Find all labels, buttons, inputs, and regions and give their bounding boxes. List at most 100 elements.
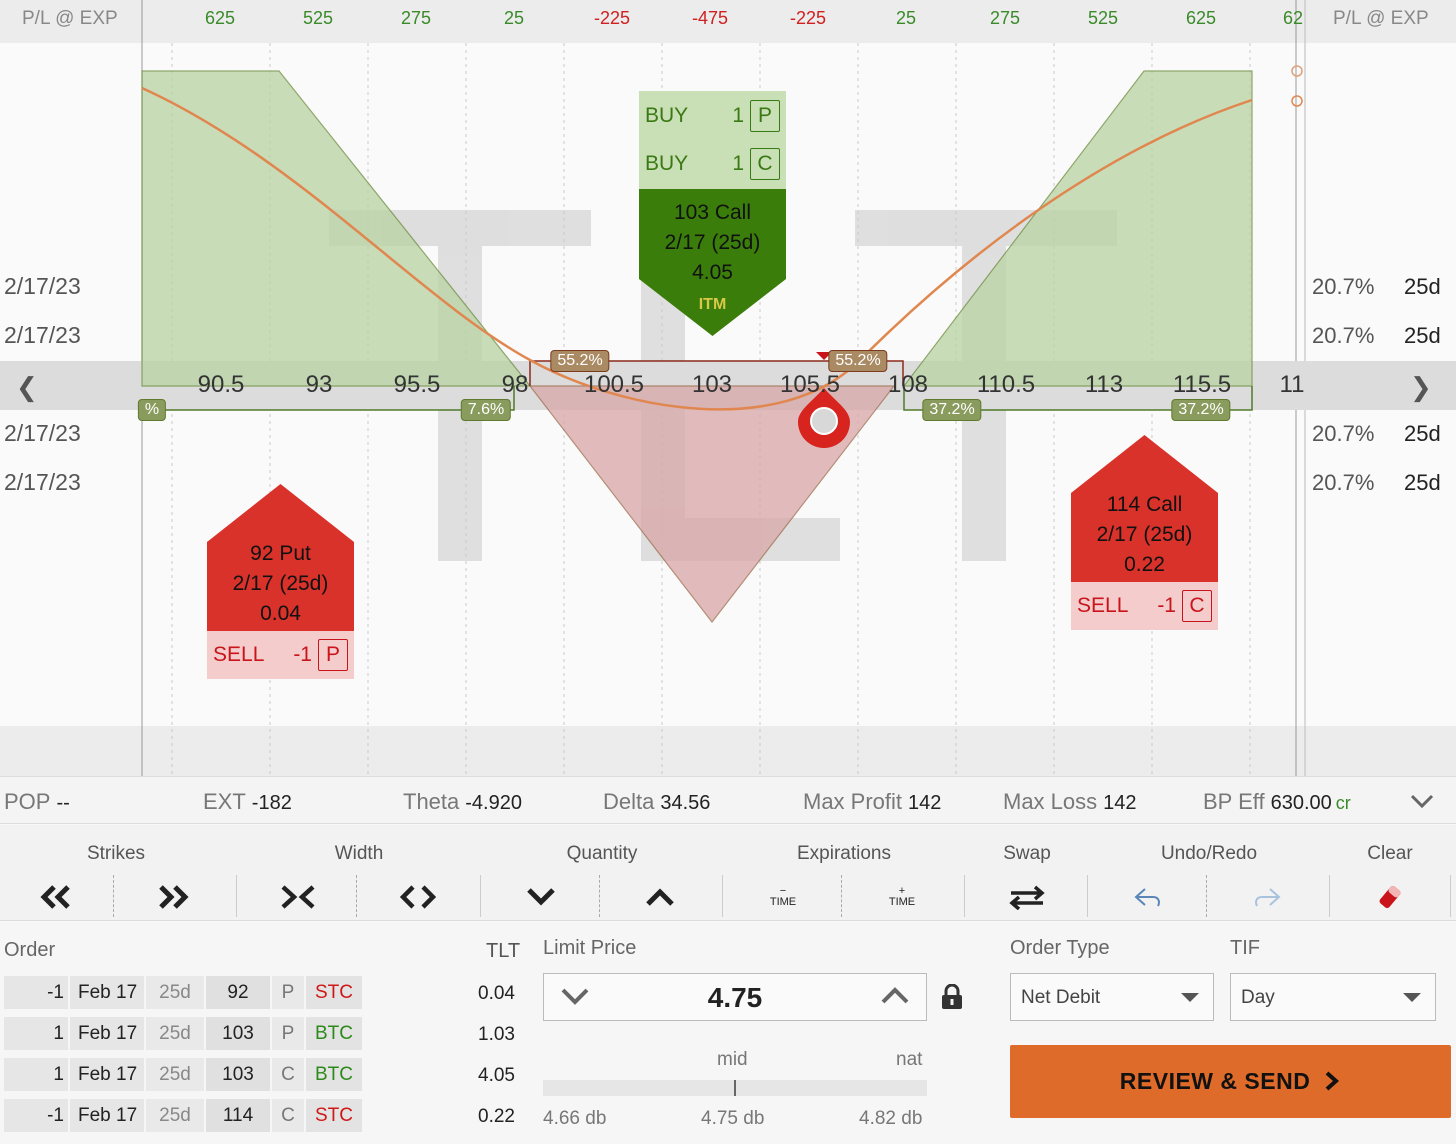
expiration-date-1: 2/17/23 [4,273,81,299]
width-narrow-button[interactable] [273,877,323,917]
strike-prev-button[interactable]: ❮ [16,372,38,402]
order-leg-row[interactable]: -1 Feb 17 25d 114 C STC [4,1099,364,1132]
quantity-down-button[interactable] [516,877,566,917]
order-leg-price: 0.22 [478,1106,515,1127]
strike-tick[interactable]: 11 [1279,371,1305,398]
strike-tick[interactable]: 98 [501,371,529,398]
leg-row-sell-put[interactable]: SELL -1 P [207,631,354,679]
price-slider[interactable] [543,1080,927,1096]
order-leg-qty[interactable]: 1 [4,1017,68,1050]
leg-row-buy-put[interactable]: BUY 1 P [639,92,786,140]
order-leg-date[interactable]: Feb 17 [70,1058,144,1091]
strikes-up-button[interactable] [149,877,199,917]
order-leg-action[interactable]: STC [306,1099,362,1132]
order-leg-type[interactable]: P [272,976,304,1009]
pl-header-bar [0,0,1456,43]
chevron-right-icon [1325,1071,1340,1091]
order-leg-qty[interactable]: 1 [4,1058,68,1091]
leg-row-buy-call[interactable]: BUY 1 C [639,140,786,188]
leg-card-92-put[interactable]: 92 Put 2/17 (25d) 0.04 SELL -1 P [207,484,354,679]
swap-button[interactable] [1002,877,1052,917]
order-leg-action[interactable]: BTC [306,1058,362,1091]
time-minus-button[interactable]: − TIME [758,877,808,917]
minus-icon: − [779,885,787,897]
toolbar-label-quantity: Quantity [566,843,638,864]
limit-price-input[interactable]: 4.75 [543,973,927,1021]
strike-tick[interactable]: 100.5 [583,371,645,398]
order-leg-strike[interactable]: 103 [206,1058,270,1091]
toolbar-label-expirations: Expirations [797,843,891,864]
leg-qty[interactable]: -1 [1157,594,1176,617]
leg-type-toggle[interactable]: C [750,148,780,180]
time-plus-button[interactable]: + TIME [877,877,927,917]
price-slider-handle[interactable] [734,1080,736,1096]
leg-qty[interactable]: 1 [732,104,744,127]
order-leg-type[interactable]: C [272,1099,304,1132]
order-leg-row[interactable]: -1 Feb 17 25d 92 P STC [4,976,364,1009]
stat-delta: Delta 34.56 [603,789,711,814]
order-leg-action[interactable]: BTC [306,1017,362,1050]
chevron-down-icon [561,988,589,1005]
leg-type-toggle[interactable]: C [1182,590,1212,622]
leg-strike-label: 92 Put [250,542,311,565]
price-increment-button[interactable] [880,984,910,1013]
strike-tick[interactable]: 105.5 [779,371,841,398]
order-leg-date[interactable]: Feb 17 [70,1017,144,1050]
order-leg-type[interactable]: C [272,1058,304,1091]
strike-next-button[interactable]: ❯ [1410,372,1432,402]
strike-tick[interactable]: 93 [305,371,333,398]
leg-type-toggle[interactable]: P [318,639,348,671]
order-leg-row[interactable]: 1 Feb 17 25d 103 P BTC [4,1017,364,1050]
leg-qty[interactable]: 1 [732,152,744,175]
order-leg-strike[interactable]: 114 [206,1099,270,1132]
order-leg-price: 0.04 [478,983,515,1004]
stat-bp-eff: BP Eff 630.00 cr [1203,789,1351,814]
order-leg-strike[interactable]: 103 [206,1017,270,1050]
tif-select[interactable]: Day [1230,973,1436,1021]
leg-type-toggle[interactable]: P [750,100,780,132]
limit-price-value[interactable]: 4.75 [707,982,763,1013]
theoretical-curve [141,86,1253,411]
strikes-down-button[interactable] [30,877,80,917]
order-leg-date[interactable]: Feb 17 [70,1099,144,1132]
review-send-button[interactable]: REVIEW & SEND [1010,1045,1451,1118]
strike-tick[interactable]: 103 [691,371,733,398]
strike-tick[interactable]: 113 [1084,371,1124,398]
prob-tag-inner-left: 55.2% [550,350,610,372]
redo-button[interactable] [1242,877,1292,917]
strike-tick[interactable]: 115.5 [1172,371,1232,398]
order-leg-qty[interactable]: -1 [4,976,68,1009]
order-leg-type[interactable]: P [272,1017,304,1050]
order-leg-row[interactable]: 1 Feb 17 25d 103 C BTC [4,1058,364,1091]
pl-value: 525 [302,8,334,28]
order-leg-qty[interactable]: -1 [4,1099,68,1132]
strike-tick[interactable]: 110.5 [976,371,1036,398]
expiration-dte-1: 25d [1404,274,1441,299]
leg-qty[interactable]: -1 [293,643,312,666]
lock-icon[interactable] [940,983,964,1015]
leg-card-114-call[interactable]: 114 Call 2/17 (25d) 0.22 SELL -1 C [1071,435,1218,630]
strike-tick[interactable]: 90.5 [197,371,245,398]
order-type-select[interactable]: Net Debit [1010,973,1214,1021]
toolbar-label-width: Width [334,843,384,864]
risk-curve-area[interactable]: P/L @ EXP P/L @ EXP 625 525 275 25 -225 -475 -… [0,0,1456,776]
itm-badge: ITM [698,296,727,313]
order-leg-action[interactable]: STC [306,976,362,1009]
strike-tick[interactable]: 95.5 [393,371,441,398]
pl-value: 275 [400,8,432,28]
strike-tick[interactable]: 108 [887,371,929,398]
leg-row-sell-call[interactable]: SELL -1 C [1071,582,1218,630]
order-leg-strike[interactable]: 92 [206,976,270,1009]
width-widen-button[interactable] [393,877,443,917]
quantity-up-button[interactable] [635,877,685,917]
chevron-down-icon[interactable] [1410,789,1434,815]
order-leg-date[interactable]: Feb 17 [70,976,144,1009]
chevron-down-icon [527,888,555,906]
leg-expiration-label: 2/17 (25d) [1096,523,1193,546]
plus-icon: + [898,885,906,897]
price-decrement-button[interactable] [560,984,590,1013]
pl-value: -225 [789,8,827,28]
undo-button[interactable] [1123,877,1173,917]
clear-button[interactable] [1365,877,1415,917]
leg-card-103[interactable]: BUY 1 P BUY 1 C 103 Call 2/17 (25d) 4.05… [639,91,786,336]
